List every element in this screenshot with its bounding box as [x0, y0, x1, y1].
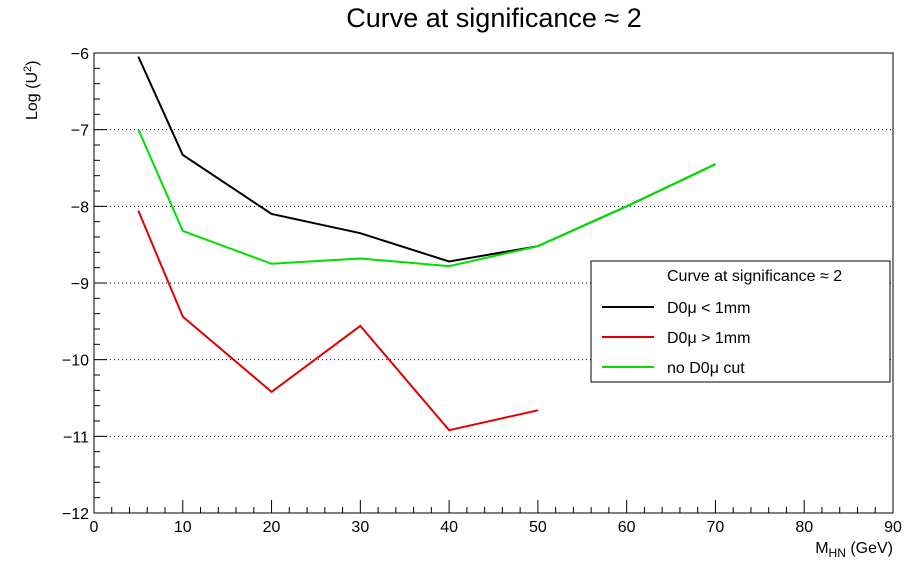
x-tick-label: 90	[884, 519, 902, 536]
axes: 0 10 20 30 40 50 60 70 80 90 −12 −11 −10 −9 −8 −7 −6	[62, 46, 902, 536]
legend-label: no D0μ cut	[667, 360, 745, 377]
data-point	[448, 429, 450, 431]
y-tick-label: −9	[71, 276, 89, 293]
y-axis-title-main: Log (U	[24, 72, 41, 120]
x-axis-title-main: M	[815, 540, 828, 557]
y-tick-label: −7	[71, 123, 89, 140]
series-line-2	[137, 210, 539, 432]
data-point	[182, 154, 184, 156]
legend: Curve at significance ≈ 2 D0μ < 1mm D0μ >…	[590, 260, 891, 383]
x-tick-label: 20	[263, 519, 281, 536]
y-tick-label: −10	[62, 353, 89, 370]
data-point	[359, 257, 361, 259]
x-tick-label: 70	[707, 519, 725, 536]
x-tick-label: 10	[174, 519, 192, 536]
y-axis-title-end: )	[24, 61, 41, 66]
data-point	[537, 409, 539, 411]
series-layer	[137, 56, 716, 432]
data-point	[182, 230, 184, 232]
series-line-1	[137, 56, 716, 263]
x-tick-label: 40	[440, 519, 458, 536]
y-tick-label: −6	[71, 46, 89, 63]
series-line-3	[137, 129, 716, 268]
data-point	[271, 213, 273, 215]
legend-label: D0μ > 1mm	[667, 330, 750, 347]
y-axis-title-sup: 2	[22, 66, 34, 72]
x-axis-title-sub: HN	[829, 546, 846, 560]
data-point	[359, 325, 361, 327]
data-point	[137, 56, 139, 58]
x-tick-label: 60	[618, 519, 636, 536]
data-point	[271, 263, 273, 265]
data-point	[137, 129, 139, 131]
y-tick-label: −11	[63, 429, 89, 446]
x-tick-label: 0	[90, 519, 99, 536]
y-tick-label: −12	[62, 506, 89, 523]
data-point	[537, 245, 539, 247]
legend-header: Curve at significance ≈ 2	[667, 268, 842, 285]
legend-entries: D0μ < 1mm D0μ > 1mm no D0μ cut	[602, 300, 750, 377]
data-point	[359, 232, 361, 234]
chart-title: Curve at significance ≈ 2	[346, 3, 641, 33]
data-point	[271, 391, 273, 393]
x-tick-label: 30	[351, 519, 369, 536]
data-point	[714, 163, 716, 165]
x-tick-label: 80	[795, 519, 813, 536]
data-point	[448, 265, 450, 267]
data-point	[137, 210, 139, 212]
data-point	[448, 261, 450, 263]
y-tick-label: −8	[71, 199, 89, 216]
data-point	[182, 316, 184, 318]
x-tick-label: 50	[529, 519, 547, 536]
y-axis-title: Log (U2)	[22, 61, 41, 120]
x-axis-title-unit: (GeV)	[846, 540, 893, 557]
x-axis-title: MHN (GeV)	[815, 540, 893, 560]
data-point	[626, 205, 628, 207]
legend-label: D0μ < 1mm	[667, 300, 750, 317]
legend-box	[590, 260, 891, 383]
